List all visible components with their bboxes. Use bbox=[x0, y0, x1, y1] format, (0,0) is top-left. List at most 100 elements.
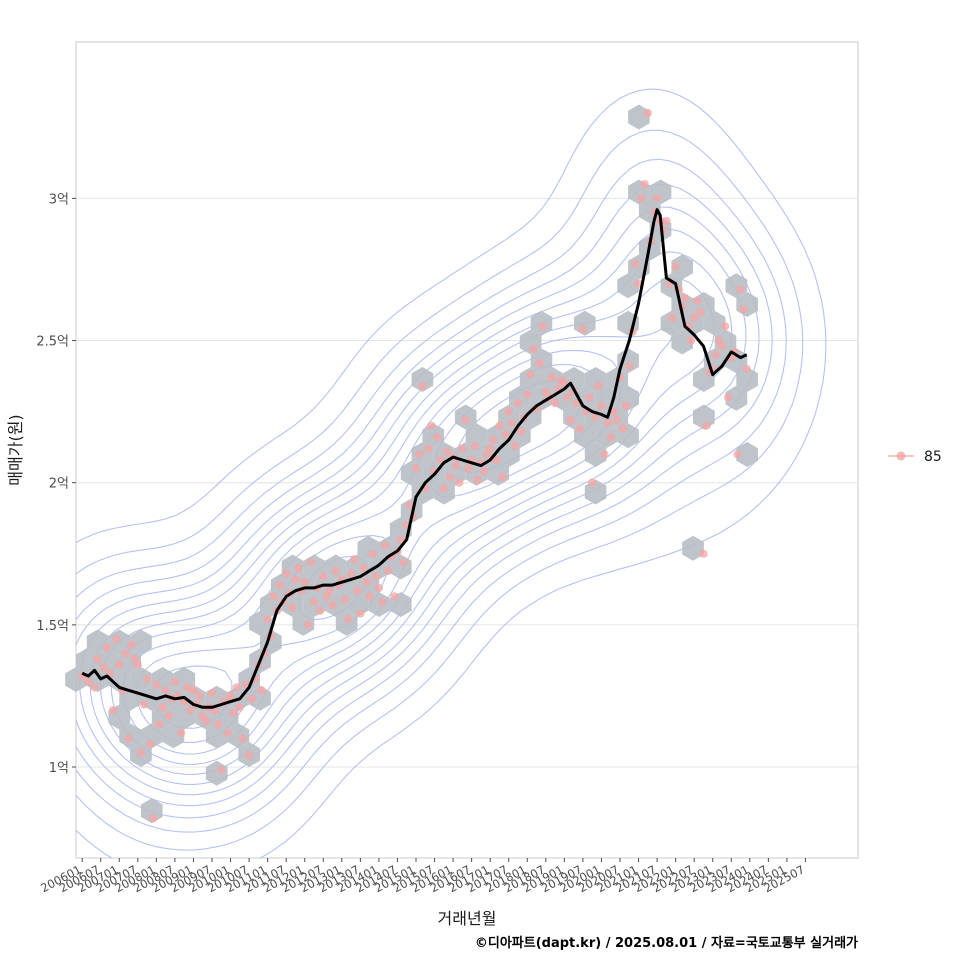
scatter-point bbox=[108, 706, 118, 715]
y-tick-label: 2억 bbox=[49, 477, 69, 492]
scatter-point bbox=[176, 728, 186, 738]
scatter-point bbox=[523, 390, 532, 399]
trend-line bbox=[81, 208, 748, 709]
scatter-point bbox=[699, 549, 708, 558]
scatter-point bbox=[489, 435, 498, 445]
scatter-point bbox=[690, 313, 699, 322]
scatter-point bbox=[442, 447, 452, 456]
hexbin-cell bbox=[617, 273, 639, 299]
hexbin-cell bbox=[671, 329, 693, 355]
hexbin-cell bbox=[660, 310, 683, 336]
scatter-point bbox=[244, 751, 254, 760]
scatter-point bbox=[115, 660, 124, 669]
x-axis: 2006012006072007012007072008012008072009… bbox=[38, 858, 807, 895]
scatter-point bbox=[291, 575, 300, 584]
scatter-point bbox=[263, 615, 272, 624]
scatter-point bbox=[396, 535, 405, 544]
scatter-point bbox=[170, 677, 180, 686]
scatter-point bbox=[631, 259, 640, 268]
scatter-point bbox=[127, 640, 136, 649]
hexbin-cell bbox=[205, 723, 228, 749]
scatter-point bbox=[359, 563, 368, 573]
scatter-point bbox=[319, 572, 328, 581]
scatter-point bbox=[217, 765, 226, 775]
scatter-point bbox=[584, 393, 594, 402]
hexbin-cell bbox=[130, 667, 152, 692]
scatter-point bbox=[652, 194, 662, 203]
hexbin-cell bbox=[617, 348, 639, 374]
scatter-point bbox=[597, 401, 606, 411]
scatter-point bbox=[486, 444, 495, 453]
scatter-point bbox=[575, 424, 584, 433]
scatter-point bbox=[513, 398, 523, 408]
scatter-point bbox=[346, 569, 356, 578]
scatter-point bbox=[405, 501, 414, 510]
scatter-point bbox=[479, 467, 489, 476]
scatter-point bbox=[102, 643, 112, 652]
scatter-point bbox=[458, 444, 467, 453]
y-tick-label: 1억 bbox=[49, 761, 69, 776]
density-contours bbox=[75, 88, 827, 859]
scatter-point bbox=[501, 430, 510, 439]
y-axis: 1억 1.5억 2억 2.5억 3억 bbox=[36, 192, 76, 776]
scatter-point bbox=[269, 592, 278, 601]
y-tick-label: 1.5억 bbox=[36, 619, 69, 634]
scatter-point bbox=[340, 595, 350, 604]
scatter-point bbox=[498, 472, 507, 482]
scatter-point bbox=[309, 597, 319, 607]
scatter-point bbox=[733, 450, 742, 459]
scatter-point bbox=[600, 450, 609, 459]
scatter-point bbox=[504, 407, 513, 416]
hexbin-cell bbox=[76, 648, 98, 674]
scatter-point bbox=[662, 216, 671, 226]
scatter-point bbox=[473, 475, 482, 485]
density-contour-line bbox=[75, 158, 787, 833]
scatter-point bbox=[226, 691, 235, 701]
legend-entry-85: 85 bbox=[924, 449, 942, 465]
hexbin-cell bbox=[519, 367, 542, 392]
hexbin-cell bbox=[292, 610, 315, 636]
scatter-point bbox=[331, 566, 340, 575]
scatter-point bbox=[547, 373, 557, 382]
scatter-point bbox=[464, 464, 473, 473]
hexbin-cell bbox=[335, 610, 358, 636]
scatter-point bbox=[164, 711, 173, 720]
scatter-point bbox=[223, 728, 232, 738]
scatter-point bbox=[742, 364, 751, 374]
y-tick-label: 3억 bbox=[49, 192, 69, 207]
scatter-point bbox=[214, 720, 223, 729]
hexbin-cell bbox=[130, 629, 152, 655]
hexbin-cell bbox=[584, 442, 607, 467]
scatter-point bbox=[112, 634, 121, 644]
scatter-point bbox=[362, 578, 371, 587]
scatter-point bbox=[529, 344, 538, 354]
hexbin-cell bbox=[141, 723, 163, 749]
scatter-point bbox=[232, 683, 241, 692]
scatter-point bbox=[693, 296, 702, 305]
scatter-point bbox=[306, 558, 316, 567]
scatter-point bbox=[612, 415, 622, 425]
hexbin-cell bbox=[736, 367, 758, 392]
scatter-point bbox=[380, 541, 390, 550]
scatter-point bbox=[538, 322, 547, 331]
scatter-point bbox=[350, 555, 359, 564]
scatter-point bbox=[591, 413, 600, 422]
scatter-point bbox=[133, 660, 142, 669]
scatter-point bbox=[720, 322, 730, 331]
scatter-point bbox=[374, 583, 384, 593]
scatter-point bbox=[288, 603, 297, 612]
scatter-point bbox=[668, 313, 677, 322]
scatter-point bbox=[671, 262, 680, 271]
density-contour-line bbox=[75, 129, 804, 851]
scatter-point bbox=[399, 558, 408, 567]
scatter-point bbox=[353, 586, 362, 595]
scatter-point bbox=[622, 401, 631, 411]
scatter-point bbox=[207, 688, 217, 698]
scatter-point bbox=[711, 350, 720, 359]
scatter-point bbox=[588, 478, 597, 487]
scatter-point bbox=[248, 694, 257, 703]
scatter-point bbox=[492, 455, 501, 465]
scatter-point bbox=[495, 421, 504, 430]
scatter-point bbox=[146, 740, 155, 749]
